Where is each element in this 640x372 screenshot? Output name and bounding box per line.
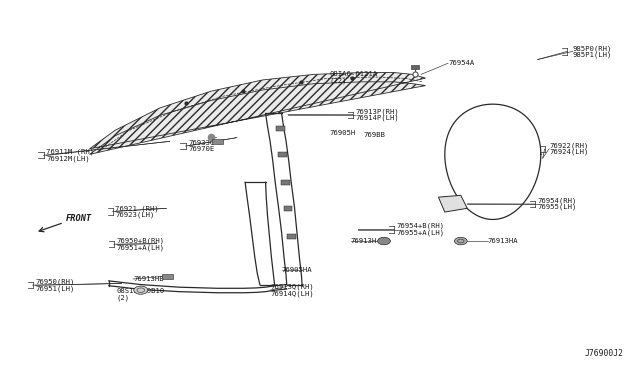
Bar — [287, 234, 296, 239]
Text: 76955+A(LH): 76955+A(LH) — [397, 229, 445, 236]
Text: 76913H: 76913H — [351, 238, 377, 244]
Polygon shape — [438, 195, 467, 212]
Text: 76954A: 76954A — [448, 60, 474, 66]
Text: 76954+B(RH): 76954+B(RH) — [397, 223, 445, 230]
Text: 76955(LH): 76955(LH) — [538, 204, 577, 211]
Text: 76924(LH): 76924(LH) — [549, 149, 589, 155]
Circle shape — [378, 237, 390, 245]
Text: 76950+B(RH): 76950+B(RH) — [116, 238, 164, 244]
Text: 76913HB: 76913HB — [133, 276, 164, 282]
Circle shape — [134, 286, 148, 294]
Text: 76970E: 76970E — [189, 146, 215, 152]
Text: 76911M (RH): 76911M (RH) — [46, 149, 94, 155]
Text: 985P0(RH): 985P0(RH) — [573, 45, 612, 52]
Bar — [284, 206, 292, 211]
Text: 76913P(RH): 76913P(RH) — [355, 108, 399, 115]
Bar — [162, 274, 173, 279]
Text: 76950(RH): 76950(RH) — [35, 279, 75, 285]
Polygon shape — [90, 73, 426, 154]
Text: 769BB: 769BB — [364, 132, 385, 138]
Bar — [411, 65, 419, 69]
Text: 08IA6-6121A
(22): 08IA6-6121A (22) — [330, 71, 378, 84]
Bar — [281, 180, 290, 185]
Circle shape — [454, 237, 467, 245]
Text: 76922(RH): 76922(RH) — [549, 142, 589, 149]
Bar — [278, 152, 287, 157]
Bar — [276, 126, 285, 131]
Text: 985P1(LH): 985P1(LH) — [573, 51, 612, 58]
Text: 76913Q(RH): 76913Q(RH) — [270, 284, 314, 291]
Text: 76905HA: 76905HA — [282, 267, 312, 273]
Text: 76954(RH): 76954(RH) — [538, 198, 577, 204]
Text: 76951+A(LH): 76951+A(LH) — [116, 244, 164, 251]
Text: 76923(LH): 76923(LH) — [115, 211, 155, 218]
Text: 76933G: 76933G — [189, 140, 215, 146]
Text: J76900J2: J76900J2 — [585, 349, 624, 358]
Text: 76921 (RH): 76921 (RH) — [115, 205, 159, 212]
Text: 76905H: 76905H — [330, 130, 356, 136]
Text: 76951(LH): 76951(LH) — [35, 285, 75, 292]
Text: 76912M(LH): 76912M(LH) — [46, 155, 90, 162]
Text: 76914Q(LH): 76914Q(LH) — [270, 290, 314, 297]
Text: 76914P(LH): 76914P(LH) — [355, 115, 399, 121]
Text: 76913HA: 76913HA — [488, 238, 518, 244]
Text: FRONT: FRONT — [66, 214, 92, 222]
Bar — [212, 139, 223, 144]
Text: 08S13-30B10
(2): 08S13-30B10 (2) — [116, 288, 164, 301]
